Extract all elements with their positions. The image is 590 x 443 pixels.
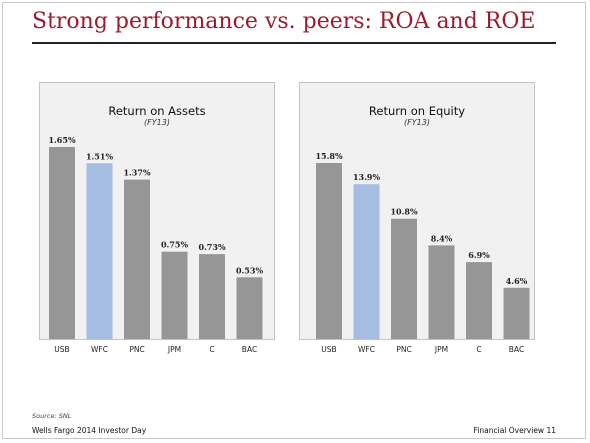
roe-bar-wfc	[353, 184, 380, 339]
title-divider	[32, 42, 556, 44]
roa-bar-wfc	[86, 163, 113, 339]
roa-tick-label-usb: USB	[54, 345, 69, 354]
roa-bar-usb	[49, 147, 75, 339]
roe-tick-label-pnc: PNC	[396, 345, 411, 354]
roe-tick-label-wfc: WFC	[358, 345, 375, 354]
roa-chart-title: Return on Assets	[108, 104, 206, 118]
roe-tick-label-bac: BAC	[509, 345, 524, 354]
footer-event-name: Wells Fargo 2014 Investor Day	[32, 426, 147, 435]
roa-tick-label-c: C	[209, 345, 214, 354]
roe-bar-c	[466, 262, 492, 339]
roe-data-label-wfc: 13.9%	[353, 172, 380, 182]
roa-data-label-wfc: 1.51%	[86, 151, 113, 161]
roa-bar-pnc	[124, 179, 150, 339]
roa-data-label-jpm: 0.75%	[161, 240, 188, 250]
roe-chart-subtitle: (FY13)	[404, 118, 430, 127]
slide-title: Strong performance vs. peers: ROA and RO…	[32, 9, 536, 34]
roa-data-label-pnc: 1.37%	[123, 168, 150, 178]
source-note: Source: SNL	[32, 412, 72, 420]
roe-data-label-jpm: 8.4%	[431, 233, 453, 243]
roa-bar-c	[199, 254, 225, 339]
roe-tick-label-jpm: JPM	[434, 345, 448, 354]
roa-data-label-c: 0.73%	[198, 242, 225, 252]
roe-bar-pnc	[391, 218, 417, 339]
roe-bar-bac	[503, 287, 530, 339]
roa-data-label-usb: 1.65%	[48, 135, 75, 145]
roe-bar-jpm	[428, 245, 455, 339]
roe-tick-label-c: C	[476, 345, 481, 354]
roa-tick-label-wfc: WFC	[91, 345, 108, 354]
roe-data-label-bac: 4.6%	[506, 276, 528, 286]
roe-chart-title: Return on Equity	[368, 104, 466, 118]
roa-bar-jpm	[161, 251, 188, 339]
roa-chart-panel	[39, 82, 275, 340]
roe-data-label-c: 6.9%	[468, 250, 490, 260]
slide-frame	[2, 2, 586, 439]
roa-tick-label-pnc: PNC	[129, 345, 144, 354]
roa-bar-bac	[236, 277, 263, 339]
roa-tick-label-bac: BAC	[242, 345, 257, 354]
roa-data-label-bac: 0.53%	[236, 265, 263, 275]
roa-tick-label-jpm: JPM	[167, 345, 181, 354]
footer-page-label: Financial Overview 11	[473, 426, 556, 435]
roe-data-label-pnc: 10.8%	[390, 207, 417, 217]
roa-chart-subtitle: (FY13)	[144, 118, 170, 127]
roe-tick-label-usb: USB	[321, 345, 336, 354]
roe-bar-usb	[316, 163, 342, 339]
roe-data-label-usb: 15.8%	[315, 151, 342, 161]
